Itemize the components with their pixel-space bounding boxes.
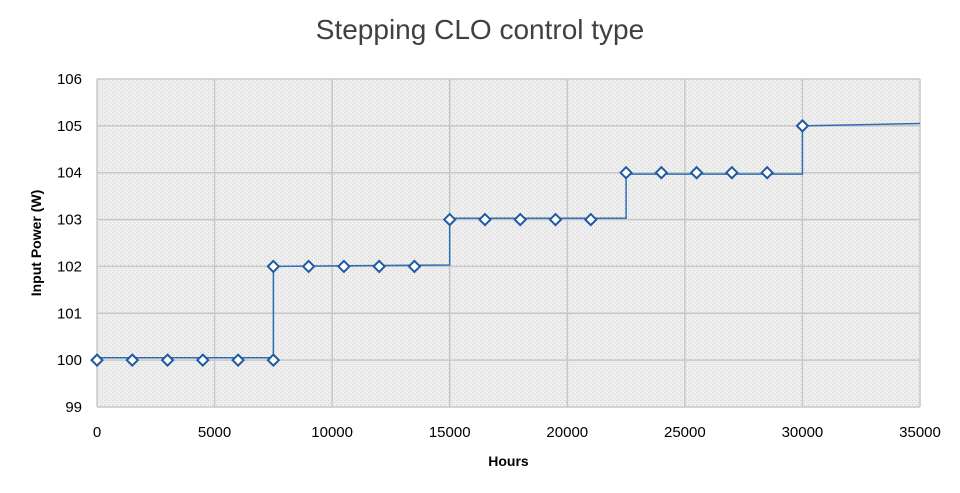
data-point-marker <box>689 165 704 180</box>
data-point-marker <box>195 353 210 368</box>
y-axis-title: Input Power (W) <box>28 190 44 297</box>
data-point-marker <box>160 353 175 368</box>
data-point-marker <box>372 259 387 274</box>
data-point-marker <box>513 212 528 227</box>
data-series <box>90 118 921 368</box>
data-point-marker <box>795 118 810 133</box>
data-point-marker <box>760 165 775 180</box>
data-point-marker <box>619 165 633 180</box>
y-tick-label: 104 <box>57 165 82 182</box>
x-tick-label: 30000 <box>782 424 824 441</box>
plot-area <box>97 79 920 407</box>
x-tick-label: 20000 <box>546 424 588 441</box>
data-point-marker <box>478 212 492 227</box>
x-tick-label: 10000 <box>311 424 353 441</box>
y-tick-label: 106 <box>57 71 82 88</box>
data-point-marker <box>266 353 281 368</box>
series-line <box>97 122 921 359</box>
x-tick-label: 0 <box>93 424 101 441</box>
y-tick-label: 101 <box>57 305 82 322</box>
data-point-marker <box>407 259 422 274</box>
y-tick-label: 105 <box>57 118 82 135</box>
data-point-marker <box>301 259 316 274</box>
data-point-marker <box>583 212 598 227</box>
y-tick-label: 99 <box>65 399 82 416</box>
data-point-marker <box>125 353 140 368</box>
data-point-marker <box>654 165 669 180</box>
data-point-marker <box>231 353 245 368</box>
data-point-marker <box>442 212 457 227</box>
y-tick-label: 103 <box>57 212 82 229</box>
data-point-marker <box>90 353 104 368</box>
x-tick-label: 15000 <box>429 424 471 441</box>
x-tick-label: 5000 <box>198 424 231 441</box>
x-tick-label: 35000 <box>899 424 941 441</box>
chart-title: Stepping CLO control type <box>315 14 645 45</box>
x-tick-label: 25000 <box>664 424 706 441</box>
data-point-marker <box>266 259 281 274</box>
gridlines <box>96 78 921 408</box>
y-tick-label: 100 <box>57 352 82 369</box>
data-point-marker <box>548 212 563 227</box>
data-point-marker <box>724 165 739 180</box>
data-point-marker <box>336 259 351 274</box>
tick-labels: 0 5000 10000 15000 20000 25000 30000 35000 99 100… <box>57 71 941 441</box>
x-axis-title: Hours <box>488 453 529 469</box>
y-tick-label: 102 <box>57 258 82 275</box>
